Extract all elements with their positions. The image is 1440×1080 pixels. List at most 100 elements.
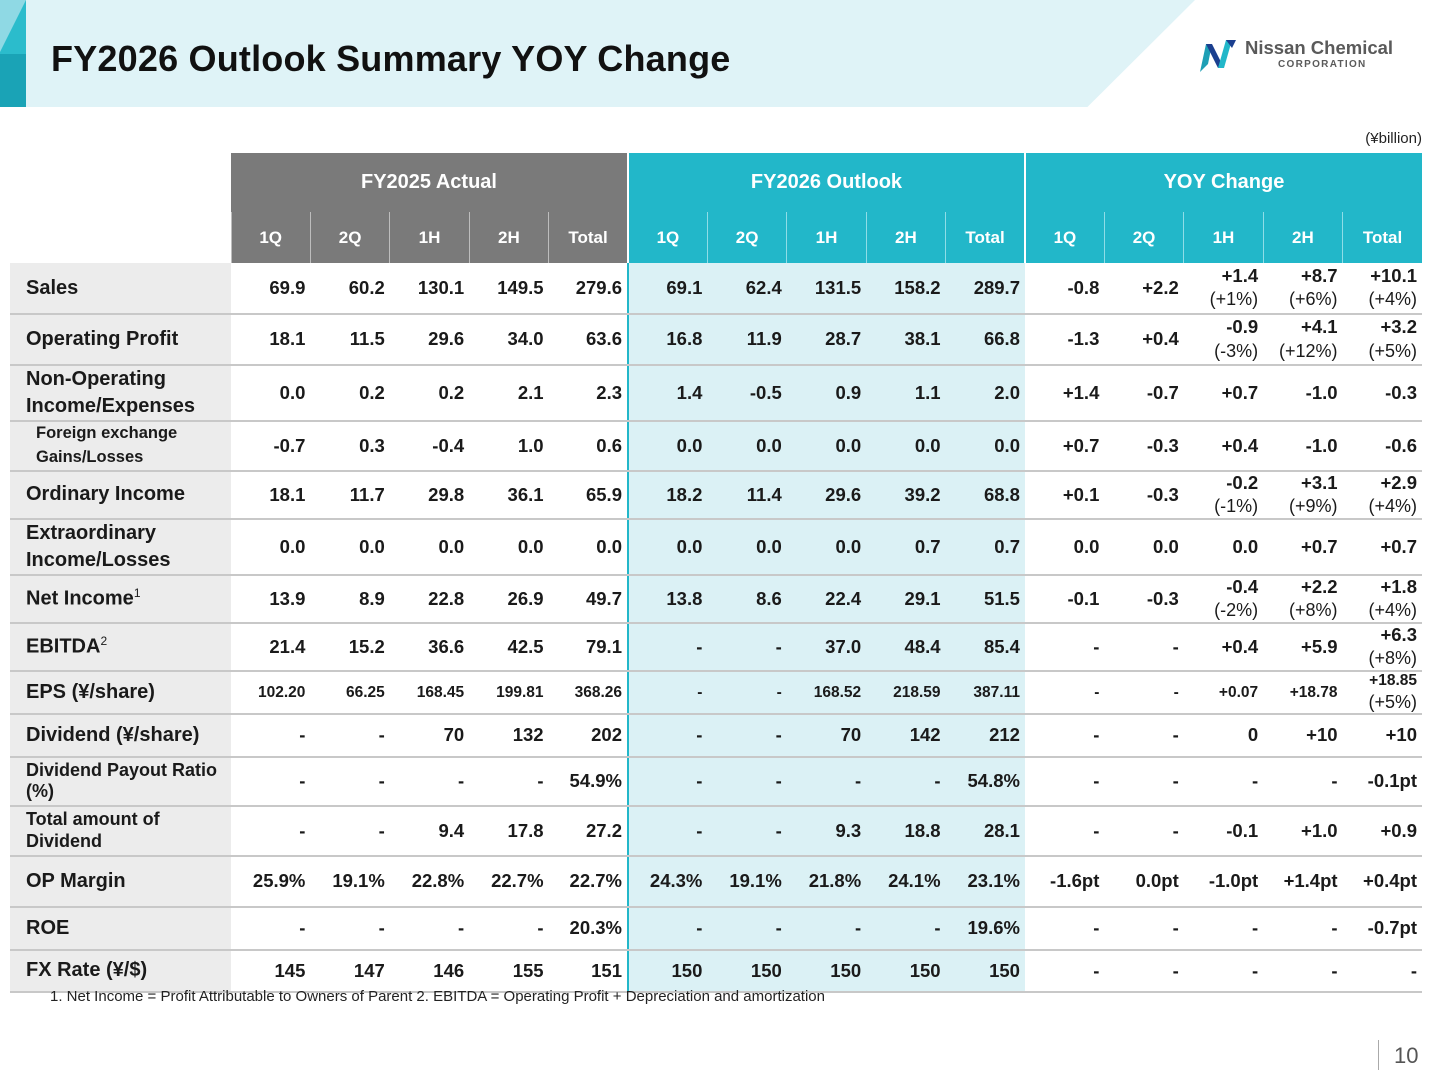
cell-outlook-1q: 24.3% xyxy=(626,855,708,908)
yoy-percent: (-1%) xyxy=(1214,496,1259,517)
cell-yoy-total: - xyxy=(1342,949,1422,993)
cell-yoy-2h: -1.0 xyxy=(1263,421,1343,472)
cell-yoy-2q: - xyxy=(1104,713,1184,758)
cell-actual-2q: - xyxy=(310,756,390,807)
cell-outlook-2h: 38.1 xyxy=(866,314,946,366)
cell-yoy-2q: 0.0 xyxy=(1104,518,1184,576)
yoy-percent: (+4%) xyxy=(1368,496,1417,517)
cell-actual-total: 49.7 xyxy=(548,574,628,624)
table-row: Ordinary Income 18.1 11.7 29.8 36.1 65.9 18.2 1… xyxy=(10,470,1422,520)
cell-outlook-total: 0.7 xyxy=(945,518,1025,576)
cell-outlook-1q: - xyxy=(626,670,708,715)
cell-actual-1q: -0.7 xyxy=(231,421,311,472)
cell-actual-1q: 69.9 xyxy=(231,263,311,315)
row-label: Dividend (¥/share) xyxy=(10,713,231,758)
yoy-percent: (+8%) xyxy=(1368,648,1417,669)
cell-yoy-2q: -0.7 xyxy=(1104,365,1184,422)
cell-outlook-2h: 218.59 xyxy=(866,670,946,715)
cell-yoy-2h: - xyxy=(1263,906,1343,951)
cell-outlook-1h: 37.0 xyxy=(786,622,867,672)
row-label-text: EBITDA xyxy=(26,635,101,658)
cell-actual-1h: 130.1 xyxy=(389,263,470,315)
cell-yoy-1h: +0.4 xyxy=(1183,622,1264,672)
row-label-text: Total amount of Dividend xyxy=(26,809,160,851)
cell-outlook-2h: 18.8 xyxy=(866,805,946,857)
cell-outlook-2q: 8.6 xyxy=(707,574,787,624)
cell-yoy-2h: +5.9 xyxy=(1263,622,1343,672)
cell-actual-1q: 18.1 xyxy=(231,470,311,520)
cell-outlook-1q: 1.4 xyxy=(626,365,708,422)
unit-label: (¥billion) xyxy=(1365,130,1422,147)
cell-outlook-1q: 13.8 xyxy=(626,574,708,624)
period-header-outlook-1q: 1Q xyxy=(626,212,708,263)
yoy-value: +4.1 xyxy=(1301,316,1338,338)
cell-outlook-2q: 11.9 xyxy=(707,314,787,366)
cell-outlook-2h: 24.1% xyxy=(866,855,946,908)
page-title: FY2026 Outlook Summary YOY Change xyxy=(51,38,731,79)
cell-outlook-1h: 0.0 xyxy=(786,421,867,472)
cell-yoy-2q: - xyxy=(1104,670,1184,715)
row-label-text: Non-Operating Income/Expenses xyxy=(26,368,195,417)
row-label: ROE xyxy=(10,906,231,951)
cell-outlook-2q: - xyxy=(707,805,787,857)
table-row: Non-Operating Income/Expenses 0.0 0.2 0.2 2.… xyxy=(10,365,1422,422)
cell-actual-1h: 22.8 xyxy=(389,574,470,624)
cell-outlook-1h: 0.9 xyxy=(786,365,867,422)
row-label: Total amount of Dividend xyxy=(10,805,231,857)
row-label-text: Dividend Payout Ratio (%) xyxy=(26,759,218,802)
group-header-actual: FY2025 Actual xyxy=(231,153,628,212)
cell-yoy-1q: -1.6pt xyxy=(1024,855,1105,908)
cell-outlook-1h: 29.6 xyxy=(786,470,867,520)
cell-yoy-2h: +1.4pt xyxy=(1263,855,1343,908)
yoy-value: +6.3 xyxy=(1380,623,1417,645)
cell-yoy-1q: - xyxy=(1024,906,1105,951)
cell-actual-2q: 11.7 xyxy=(310,470,390,520)
cell-actual-total: 0.6 xyxy=(548,421,628,472)
period-header-actual-2h: 2H xyxy=(468,212,549,263)
cell-actual-2q: - xyxy=(310,906,390,951)
cell-yoy-2q: - xyxy=(1104,949,1184,993)
cell-outlook-2q: 11.4 xyxy=(707,470,787,520)
table-row: Operating Profit 18.1 11.5 29.6 34.0 63.6 16.8… xyxy=(10,314,1422,366)
cell-actual-2h: - xyxy=(469,906,549,951)
cell-yoy-2h: -1.0 xyxy=(1263,365,1343,422)
period-header-actual-total: Total xyxy=(548,212,628,263)
period-header-yoy-1h: 1H xyxy=(1183,212,1264,263)
cell-outlook-2h: 48.4 xyxy=(866,622,946,672)
footnote-marker: 2 xyxy=(100,634,108,649)
cell-yoy-1h: +0.4 xyxy=(1183,421,1264,472)
cell-yoy-1h: -0.2 (-1%) xyxy=(1183,470,1264,520)
cell-yoy-2q: 0.0pt xyxy=(1104,855,1184,908)
cell-outlook-total: 85.4 xyxy=(945,622,1025,672)
table-row: FX Rate (¥/$) 145 147 146 155 151 150 150 150 150… xyxy=(10,949,1422,993)
row-label: EPS (¥/share) xyxy=(10,670,231,715)
yoy-value: +3.1 xyxy=(1301,471,1338,493)
cell-yoy-1q: +1.4 xyxy=(1024,365,1105,422)
cell-yoy-2h: +0.7 xyxy=(1263,518,1343,576)
cell-yoy-1q: -0.8 xyxy=(1024,263,1105,315)
yoy-percent: (+1%) xyxy=(1209,289,1259,310)
cell-actual-2h: 0.0 xyxy=(469,518,549,576)
cell-yoy-total: -0.6 xyxy=(1342,421,1422,472)
cell-yoy-1h: 0.0 xyxy=(1183,518,1264,576)
cell-actual-1q: 102.20 xyxy=(231,670,311,715)
yoy-percent: (+5%) xyxy=(1368,691,1417,712)
cell-outlook-total: 289.7 xyxy=(945,263,1025,315)
cell-actual-1q: - xyxy=(231,756,311,807)
cell-actual-total: 54.9% xyxy=(548,756,628,807)
cell-actual-total: 151 xyxy=(548,949,628,993)
cell-actual-1q: 145 xyxy=(231,949,311,993)
yoy-value: +3.2 xyxy=(1380,316,1417,338)
cell-actual-total: 279.6 xyxy=(548,263,628,315)
cell-yoy-2h: +18.78 xyxy=(1263,670,1343,715)
cell-actual-1h: 29.8 xyxy=(389,470,470,520)
title-accent-block-bottom xyxy=(0,54,26,107)
cell-yoy-1h: +1.4 (+1%) xyxy=(1183,263,1264,315)
row-label: OP Margin xyxy=(10,855,231,908)
cell-actual-2h: 1.0 xyxy=(469,421,549,472)
cell-outlook-1q: 69.1 xyxy=(626,263,708,315)
row-label: Net Income1 xyxy=(10,574,231,624)
cell-outlook-2h: 150 xyxy=(866,949,946,993)
cell-actual-2q: - xyxy=(310,713,390,758)
table-row: Sales 69.9 60.2 130.1 149.5 279.6 69.1 62.4 131.… xyxy=(10,263,1422,315)
